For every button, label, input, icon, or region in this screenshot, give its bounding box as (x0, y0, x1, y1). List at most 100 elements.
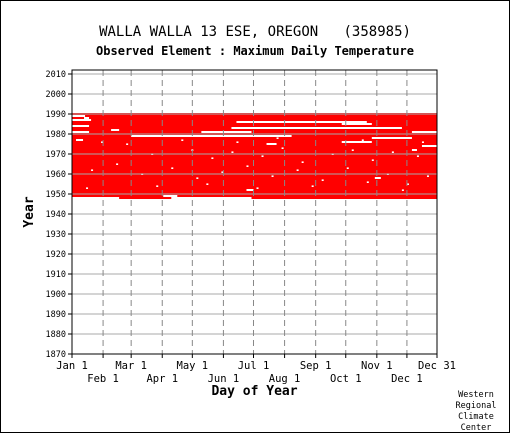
missing-dot (371, 159, 374, 161)
missing-dot (156, 185, 159, 187)
missing-dot (276, 137, 279, 139)
missing-segment (421, 145, 437, 147)
missing-segment (111, 129, 120, 131)
y-tick-label: 1900 (46, 290, 66, 300)
data-band (72, 113, 437, 199)
missing-segment (171, 197, 252, 199)
missing-dot (256, 187, 259, 189)
missing-dot (321, 179, 324, 181)
missing-segment (266, 143, 277, 145)
x-tick-label: Aug 1 (269, 373, 301, 385)
missing-segment (374, 177, 381, 179)
missing-dot (296, 169, 299, 171)
missing-dot (311, 185, 314, 187)
missing-dot (231, 151, 234, 153)
missing-segment (341, 141, 372, 143)
y-tick-label: 2010 (46, 70, 66, 80)
missing-dot (271, 175, 274, 177)
x-tick-label: Jun 1 (208, 373, 240, 385)
y-tick-label: 1870 (46, 350, 66, 360)
chart-subtitle: Observed Element : Maximum Daily Tempera… (96, 44, 414, 58)
y-tick-label: 1880 (46, 330, 66, 340)
x-tick-label: Sep 1 (300, 360, 332, 372)
missing-segment (411, 149, 417, 151)
x-axis-label: Day of Year (211, 384, 297, 399)
missing-dot (206, 183, 209, 185)
missing-segment (72, 119, 92, 121)
missing-dot (126, 143, 129, 145)
missing-segment (371, 137, 412, 139)
missing-dot (361, 139, 364, 141)
y-tick-label: 1980 (46, 130, 66, 140)
x-tick-label: May 1 (177, 360, 209, 372)
credit-line: Western (458, 390, 494, 400)
missing-segment (76, 139, 84, 141)
y-tick-label: 2000 (46, 90, 66, 100)
missing-dot (116, 163, 119, 165)
missing-dot (366, 181, 369, 183)
missing-dot (421, 141, 424, 143)
missing-segment (84, 117, 90, 119)
missing-dot (181, 139, 184, 141)
y-tick-label: 1910 (46, 270, 66, 280)
y-tick-label: 1920 (46, 250, 66, 260)
missing-dot (211, 157, 214, 159)
missing-dot (236, 141, 239, 143)
missing-dot (391, 151, 394, 153)
missing-segment (163, 195, 178, 197)
missing-dot (346, 167, 349, 169)
x-tick-label: Jan 1 (56, 360, 88, 372)
missing-dot (351, 149, 354, 151)
plot-border (71, 69, 438, 355)
missing-segment (246, 189, 254, 191)
x-tick-label: Nov 1 (361, 360, 393, 372)
y-tick-label: 1960 (46, 170, 66, 180)
missing-segment (72, 115, 86, 117)
chart-title: WALLA WALLA 13 ESE, OREGON (358985) (99, 24, 411, 40)
credit-text: Western Regional Climate Center (446, 390, 506, 434)
missing-dot (101, 141, 104, 143)
x-tick-label: Feb 1 (87, 373, 119, 385)
missing-segment (72, 131, 90, 133)
missing-dot (416, 155, 419, 157)
missing-dot (171, 167, 174, 169)
y-tick-label: 1890 (46, 310, 66, 320)
x-tick-label: Oct 1 (330, 373, 362, 385)
missing-dot (301, 161, 304, 163)
credit-line: Climate (458, 412, 494, 422)
missing-dot (86, 187, 89, 189)
axes-layer: 1870 1880 1890 1900 1910 1920 1930 1940 1950 1960… (46, 70, 456, 385)
grid-layer (72, 70, 437, 355)
missing-segment (341, 123, 372, 125)
missing-segment (131, 135, 292, 137)
x-tick-label: Dec 31 (418, 360, 456, 372)
missing-dot (246, 165, 249, 167)
y-tick-label: 1930 (46, 230, 66, 240)
missing-segment (236, 121, 367, 123)
y-tick-label: 1970 (46, 150, 66, 160)
plot-data-layer (72, 113, 437, 199)
missing-dot (406, 183, 409, 185)
x-tick-label: Jul 1 (238, 360, 270, 372)
missing-segment (72, 125, 90, 127)
missing-dot (196, 177, 199, 179)
missing-segment (411, 131, 437, 133)
x-tick-label: Dec 1 (391, 373, 423, 385)
missing-segment (72, 197, 120, 199)
y-tick-label: 1950 (46, 190, 66, 200)
y-tick-label: 1990 (46, 110, 66, 120)
missing-segment (231, 127, 402, 129)
y-tick-label: 1940 (46, 210, 66, 220)
missing-dot (401, 189, 404, 191)
missing-segment (201, 131, 252, 133)
missing-dot (281, 147, 284, 149)
x-tick-label: Apr 1 (146, 373, 178, 385)
credit-line: Regional (455, 401, 497, 411)
missing-dot (91, 169, 94, 171)
missing-dot (426, 175, 429, 177)
missing-dot (221, 171, 224, 173)
credit-line: Center (460, 423, 492, 433)
y-axis-label: Year (22, 196, 37, 227)
